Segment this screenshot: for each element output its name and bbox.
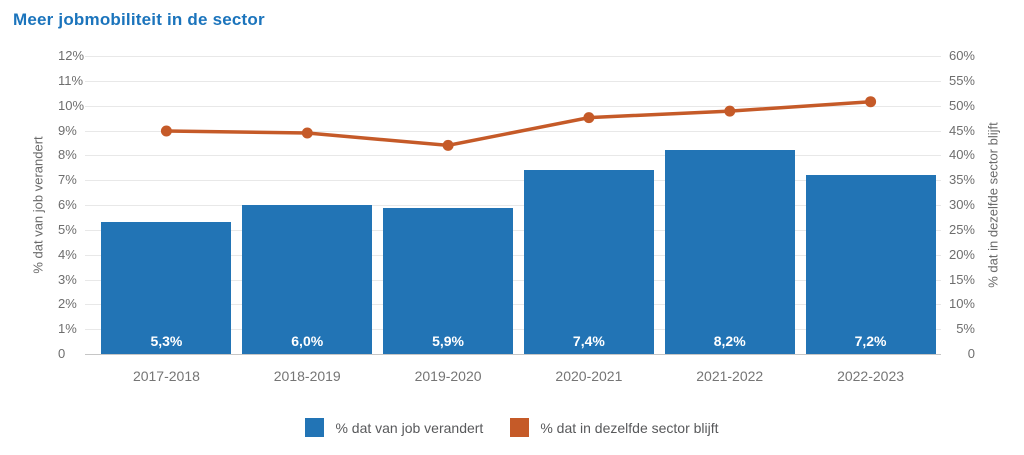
- bar-value-label: 7,4%: [572, 333, 605, 349]
- right-axis-tick: 30%: [948, 197, 975, 212]
- line-point-2017-2018[interactable]: [160, 125, 172, 137]
- bar-2018-2019[interactable]: 6,0%: [242, 205, 373, 354]
- plot-area: 5,3% 6,0% 5,9% 7,4% 8,2% 7,2%: [85, 56, 941, 355]
- bar-value-label: 6,0%: [291, 333, 324, 349]
- category-label-2018-2019: 2018-2019: [273, 368, 341, 384]
- category-label-2022-2023: 2022-2023: [837, 368, 905, 384]
- line-point-2018-2019[interactable]: [301, 127, 313, 139]
- bar-slot: 8,2%: [659, 56, 800, 354]
- left-axis-tick: 8%: [58, 147, 77, 163]
- line-path: [166, 99, 871, 148]
- left-axis-ticks: 12% 11% 10% 9% 8% 7% 6% 5% 4% 3% 2% 1% 0: [58, 49, 98, 361]
- bar-2020-2021[interactable]: 7,4%: [523, 170, 654, 354]
- legend-item-line: % dat in dezelfde sector blijft: [510, 418, 719, 437]
- legend-swatch-bar-series: [305, 418, 325, 437]
- left-axis-tick: 3%: [58, 271, 77, 287]
- bar-slot: 5,3%: [96, 56, 237, 354]
- bar-slot: 7,4%: [518, 56, 659, 354]
- category-label-2019-2020: 2019-2020: [414, 368, 482, 384]
- bar-slot: 5,9%: [378, 56, 519, 354]
- left-axis-tick: 0: [58, 346, 66, 361]
- right-axis-tick: 20%: [948, 246, 975, 262]
- legend: % dat van job verandert % dat in dezelfd…: [0, 418, 1024, 437]
- left-axis-tick: 12%: [58, 48, 85, 63]
- left-axis-tick: 11%: [58, 72, 84, 88]
- legend-swatch-line-series: [510, 418, 530, 437]
- right-axis-tick: 55%: [948, 72, 975, 88]
- left-axis-tick: 4%: [58, 246, 77, 262]
- right-axis-tick: 10%: [948, 296, 975, 312]
- category-label-2021-2022: 2021-2022: [696, 368, 764, 384]
- right-axis-tick: 50%: [948, 97, 975, 113]
- left-axis-title: % dat van job verandert: [30, 136, 46, 274]
- right-axis-title: % dat in dezelfde sector blijft: [985, 122, 1001, 288]
- left-axis-tick: 6%: [58, 197, 77, 212]
- line-point-2019-2020[interactable]: [442, 139, 454, 151]
- left-axis-tick: 7%: [58, 172, 77, 188]
- bar-2022-2023[interactable]: 7,2%: [805, 175, 936, 354]
- bar-2017-2018[interactable]: 5,3%: [101, 222, 232, 354]
- right-axis-tick: 0: [967, 346, 975, 361]
- bar-slot: 6,0%: [237, 56, 378, 354]
- gridline: [85, 80, 941, 82]
- right-axis-tick: 5%: [956, 321, 975, 337]
- bar-value-label: 5,9%: [432, 333, 465, 349]
- zero-baseline: [85, 354, 941, 355]
- line-series: [160, 96, 877, 151]
- gridline: [85, 105, 941, 107]
- bar-value-label: 8,2%: [713, 333, 746, 349]
- right-axis-tick: 35%: [948, 172, 975, 188]
- bar-series: 5,3% 6,0% 5,9% 7,4% 8,2% 7,2%: [96, 56, 941, 354]
- left-axis-tick: 2%: [58, 296, 77, 312]
- category-axis-labels: 2017-2018 2018-2019 2019-2020 2020-2021 2021…: [96, 368, 941, 384]
- gridline: [85, 205, 941, 206]
- category-label-2020-2021: 2020-2021: [555, 368, 623, 384]
- right-axis-tick: 15%: [948, 271, 975, 287]
- right-axis-tick: 45%: [948, 122, 975, 138]
- right-axis-ticks: 60% 55% 50% 45% 40% 35% 30% 25% 20% 15% 10% 5% 0: [935, 49, 975, 361]
- left-axis-tick: 1%: [58, 321, 77, 337]
- right-axis-tick: 25%: [948, 221, 975, 237]
- gridline: [85, 56, 941, 57]
- bar-2021-2022[interactable]: 8,2%: [664, 150, 795, 354]
- left-axis-tick: 5%: [58, 221, 77, 237]
- chart-title: Meer jobmobiliteit in de sector: [13, 10, 265, 29]
- legend-item-bars: % dat van job verandert: [305, 418, 483, 437]
- legend-label-line-series: % dat in dezelfde sector blijft: [540, 419, 719, 436]
- bar-2019-2020[interactable]: 5,9%: [383, 207, 514, 354]
- line-point-2020-2021[interactable]: [583, 112, 595, 124]
- gridline: [85, 180, 941, 182]
- left-axis-tick: 10%: [58, 97, 85, 113]
- gridline: [85, 155, 941, 157]
- bar-slot: 7,2%: [800, 56, 941, 354]
- line-point-2021-2022[interactable]: [724, 105, 736, 117]
- left-axis-tick: 9%: [58, 122, 77, 138]
- line-point-2022-2023[interactable]: [865, 96, 877, 108]
- category-label-2017-2018: 2017-2018: [132, 368, 200, 384]
- right-axis-tick: 40%: [948, 147, 975, 163]
- legend-label-bar-series: % dat van job verandert: [335, 419, 484, 436]
- bar-value-label: 7,2%: [854, 333, 887, 349]
- bar-value-label: 5,3%: [150, 333, 183, 349]
- right-axis-tick: 60%: [948, 48, 975, 63]
